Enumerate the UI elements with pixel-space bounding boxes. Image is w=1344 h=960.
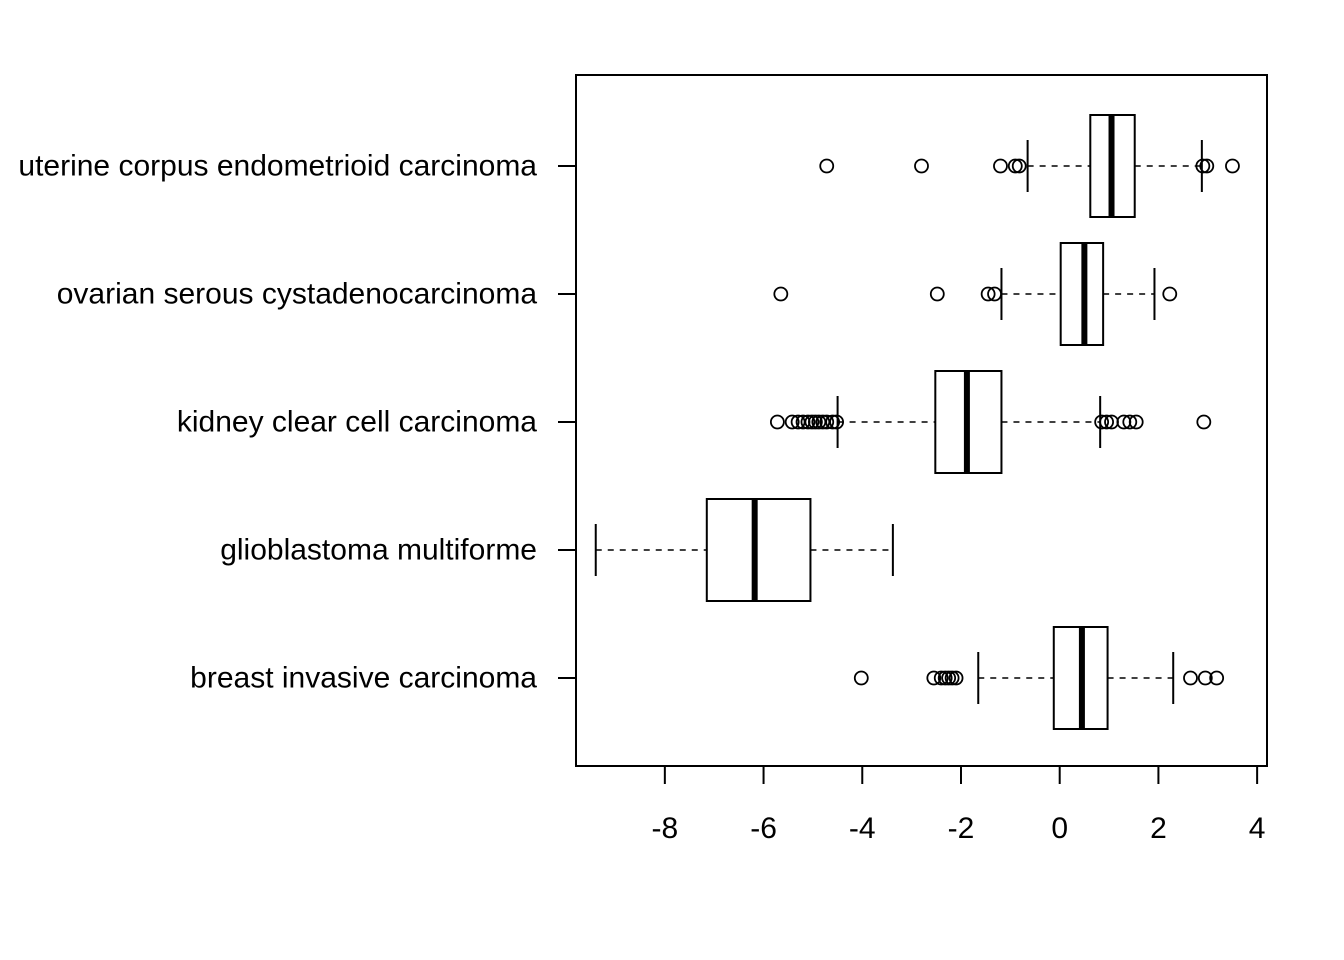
outlier-point (993, 158, 1008, 174)
box-group (853, 626, 1225, 730)
outlier-point (773, 286, 789, 302)
x-tick-label: -6 (750, 812, 777, 845)
x-axis: -8 -6 -4 -2 0 2 4 (651, 765, 1266, 845)
plot-frame (575, 74, 1268, 767)
y-tick-label: ovarian serous cystadenocarcinoma (57, 278, 538, 311)
box-iqr (705, 498, 812, 602)
x-tick-label: -8 (651, 812, 678, 845)
outlier-point (933, 670, 949, 686)
outlier-point (948, 670, 964, 686)
outlier-point (1195, 158, 1211, 174)
outlier-point (769, 414, 785, 430)
outlier-point (1199, 158, 1215, 174)
outlier-point (829, 414, 845, 430)
outlier-point (980, 286, 996, 302)
outlier-point (1011, 158, 1027, 174)
outlier-point (987, 286, 1002, 302)
outlier-point (1122, 414, 1138, 430)
x-tick-label: 2 (1150, 812, 1167, 845)
y-tick-label: kidney clear cell carcinoma (177, 406, 537, 439)
outlier-point (1225, 158, 1240, 174)
y-axis: breast invasive carcinoma glioblastoma mu… (18, 150, 576, 695)
box-marks (594, 114, 1240, 730)
y-tick-label: uterine corpus endometrioid carcinoma (18, 150, 537, 183)
outlier-point (926, 670, 942, 686)
outlier-point (914, 158, 929, 174)
box-group (769, 370, 1212, 474)
outlier-point (1209, 670, 1225, 686)
outlier-point (1197, 670, 1213, 686)
outlier-point (1094, 414, 1110, 430)
outlier-point (929, 286, 945, 302)
y-tick-label: breast invasive carcinoma (190, 662, 537, 695)
outlier-point (784, 414, 800, 430)
x-tick-label: -2 (948, 812, 975, 845)
outlier-point (853, 670, 869, 686)
outlier-point (819, 414, 835, 430)
outlier-point (825, 414, 841, 430)
x-tick-label: -4 (849, 812, 876, 845)
y-tick-label: glioblastoma multiforme (220, 534, 537, 567)
outlier-point (1183, 670, 1198, 686)
outlier-point (1162, 286, 1178, 302)
outlier-point (1099, 414, 1114, 430)
box-group (594, 498, 894, 602)
outlier-point (800, 414, 816, 430)
outlier-point (1196, 414, 1212, 430)
outlier-point (819, 158, 835, 174)
outlier-point (1128, 414, 1144, 430)
x-tick-label: 0 (1051, 812, 1068, 845)
box-group (819, 114, 1240, 218)
box-group (773, 242, 1178, 346)
outlier-point (944, 670, 960, 686)
outlier-point (1007, 158, 1023, 174)
x-tick-label: 4 (1249, 812, 1266, 845)
